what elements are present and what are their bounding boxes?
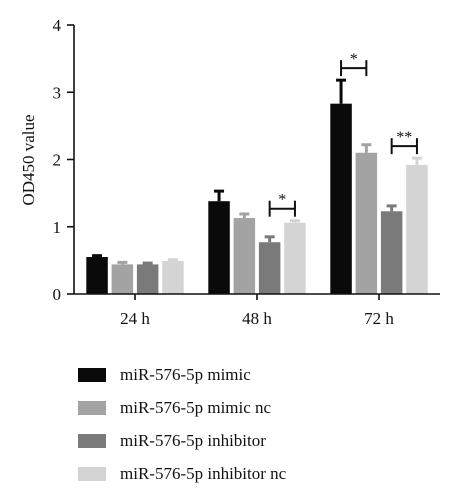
legend-item: miR-576-5p inhibitor nc	[78, 457, 286, 490]
y-tick-label: 1	[53, 218, 62, 237]
bar	[258, 242, 281, 294]
legend-swatch	[78, 400, 106, 415]
bar	[406, 164, 428, 294]
bar	[284, 222, 306, 294]
bar	[380, 211, 403, 294]
legend-label: miR-576-5p inhibitor nc	[120, 463, 287, 483]
x-tick-label: 24 h	[120, 309, 150, 328]
legend-swatch	[78, 367, 106, 382]
bar	[111, 264, 134, 294]
bar	[208, 201, 230, 294]
bar	[355, 152, 378, 294]
y-tick-label: 3	[53, 83, 62, 102]
bar	[136, 264, 159, 294]
y-tick-label: 4	[53, 16, 62, 35]
x-tick-label: 48 h	[242, 309, 272, 328]
bar	[162, 261, 184, 294]
legend-item: miR-576-5p mimic	[78, 358, 286, 391]
legend-label: miR-576-5p mimic	[120, 364, 251, 384]
legend-label: miR-576-5p mimic nc	[120, 397, 272, 417]
legend-item: miR-576-5p mimic nc	[78, 391, 286, 424]
legend-item: miR-576-5p inhibitor	[78, 424, 286, 457]
significance-label: **	[396, 129, 412, 146]
bar	[233, 218, 256, 294]
bar	[330, 103, 352, 295]
y-tick-label: 2	[53, 151, 62, 170]
bar	[86, 257, 108, 294]
legend-swatch	[78, 466, 106, 481]
significance-label: *	[350, 51, 358, 68]
significance-label: *	[278, 192, 286, 209]
legend-label: miR-576-5p inhibitor	[120, 430, 266, 450]
legend: miR-576-5p mimic miR-576-5p mimic nc miR…	[78, 358, 286, 490]
legend-swatch	[78, 433, 106, 448]
y-axis-label: OD450 value	[19, 114, 38, 205]
x-tick-label: 72 h	[364, 309, 394, 328]
y-tick-label: 0	[53, 285, 62, 304]
